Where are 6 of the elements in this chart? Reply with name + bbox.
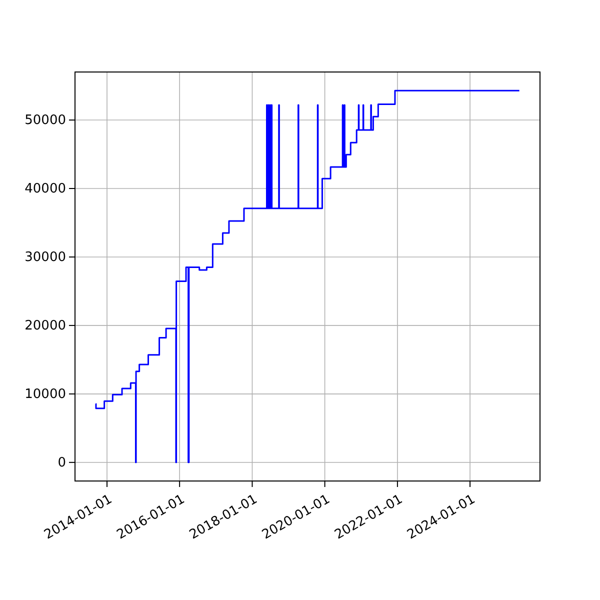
y-tick-label: 20000 bbox=[24, 318, 66, 334]
y-tick-label: 0 bbox=[58, 456, 66, 471]
y-tick-label: 40000 bbox=[24, 182, 66, 197]
y-tick-label: 30000 bbox=[24, 250, 66, 266]
y-tick-label: 10000 bbox=[24, 387, 66, 402]
y-tick-label: 50000 bbox=[24, 113, 66, 128]
